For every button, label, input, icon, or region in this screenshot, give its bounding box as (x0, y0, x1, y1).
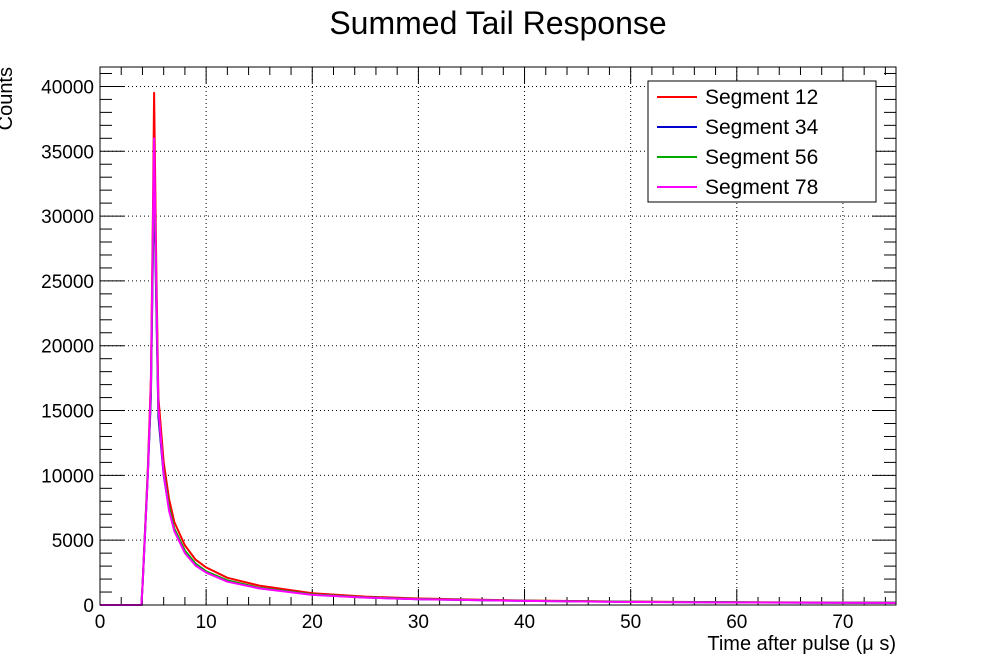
legend-label-1: Segment 12 (705, 86, 818, 109)
legend-box (647, 80, 877, 203)
y-ticks: 0 5000 10000 15000 20000 25000 30000 35000 40000 (41, 77, 94, 617)
y-tick-label: 0 (83, 596, 94, 617)
x-tick-label: 50 (620, 612, 641, 633)
y-axis-label: Counts (0, 67, 17, 130)
series-group (100, 91, 897, 606)
x-tick-label: 40 (514, 612, 535, 633)
x-tick-label: 20 (302, 612, 323, 633)
x-tick-label: 30 (408, 612, 429, 633)
x-ticks: 0 10 20 30 40 50 60 70 (95, 612, 854, 633)
x-tick-label: 0 (95, 612, 106, 633)
x-tick-label: 60 (726, 612, 747, 633)
y-tick-label: 40000 (41, 77, 94, 98)
legend-label-4: Segment 78 (705, 176, 818, 199)
x-axis-label: Time after pulse (μ s) (707, 633, 896, 655)
legend: Segment 12 Segment 34 Segment 56 Segment 78 (647, 80, 877, 203)
y-tick-label: 10000 (41, 466, 94, 487)
y-tick-label: 25000 (41, 272, 94, 293)
legend-label-3: Segment 56 (705, 146, 818, 169)
x-tick-label: 70 (832, 612, 853, 633)
y-tick-label: 5000 (52, 531, 94, 552)
chart-title: Summed Tail Response (329, 5, 666, 41)
x-tick-label: 10 (196, 612, 217, 633)
y-tick-label: 35000 (41, 142, 94, 163)
series-line-4 (100, 137, 897, 606)
y-tick-label: 20000 (41, 337, 94, 358)
y-tick-label: 15000 (41, 402, 94, 423)
y-tick-label: 30000 (41, 207, 94, 228)
legend-label-2: Segment 34 (705, 116, 819, 139)
plot-frame (99, 66, 897, 606)
grid (100, 67, 896, 605)
minor-ticks (99, 67, 896, 606)
